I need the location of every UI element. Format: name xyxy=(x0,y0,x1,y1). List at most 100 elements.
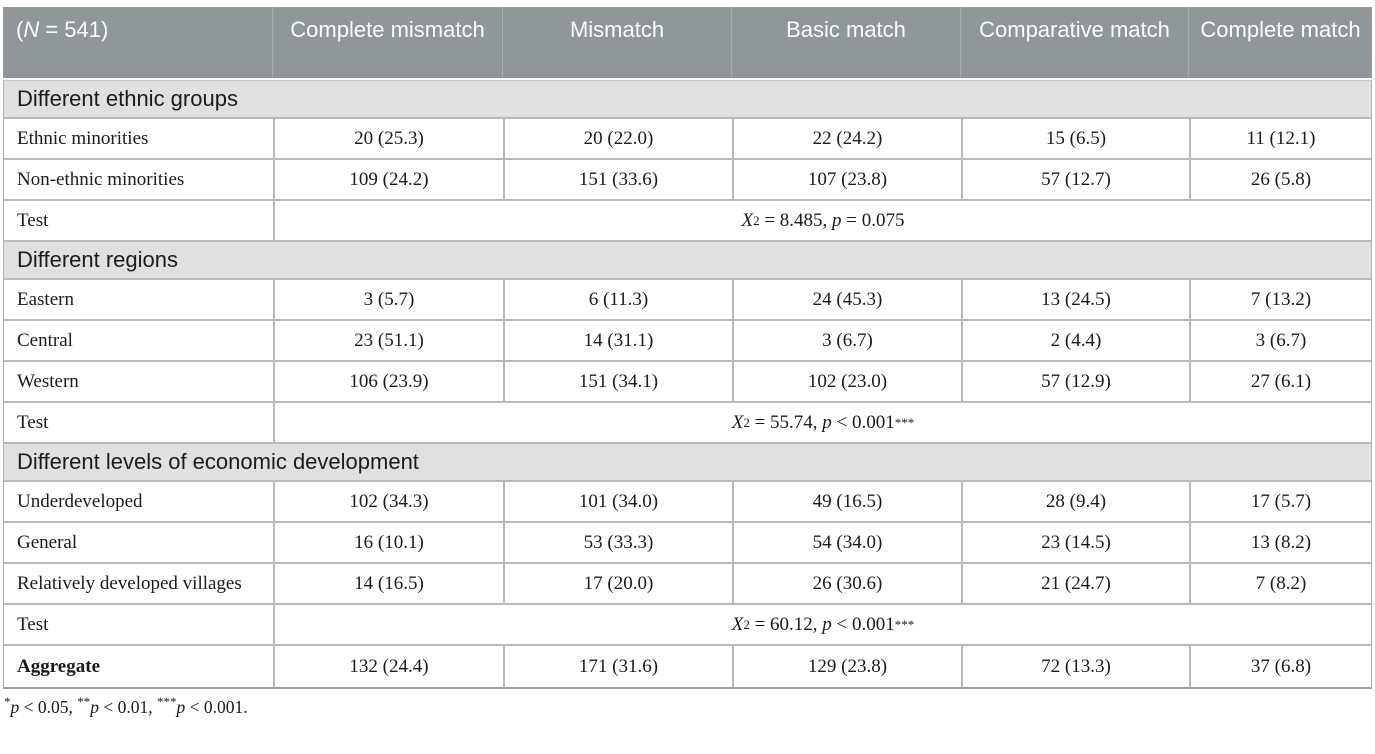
chi-symbol: X xyxy=(741,209,754,231)
cell-value: 171 (31.6) xyxy=(503,646,732,687)
p-value: < 0.001 xyxy=(831,411,895,433)
cell-value: 26 (30.6) xyxy=(732,564,961,605)
p-symbol: p xyxy=(822,411,832,433)
footnote-threshold: < 0.01, xyxy=(99,697,157,717)
cell-value: 20 (25.3) xyxy=(273,119,503,160)
row-label: Relatively developed villages xyxy=(4,564,273,605)
cell-value: 23 (51.1) xyxy=(273,321,503,362)
cell-value: 106 (23.9) xyxy=(273,362,503,403)
footnote-star: ** xyxy=(77,694,91,710)
row-label: Test xyxy=(4,605,273,646)
cell-value: 20 (22.0) xyxy=(503,119,732,160)
aggregate-row: Aggregate 132 (24.4) 171 (31.6) 129 (23.… xyxy=(4,646,1371,687)
cell-value: 13 (24.5) xyxy=(961,280,1189,321)
row-label: Test xyxy=(4,201,273,242)
row-label: Non-ethnic minorities xyxy=(4,160,273,201)
stat-value: = 8.485, xyxy=(759,209,833,231)
table-row: Eastern 3 (5.7) 6 (11.3) 24 (45.3) 13 (2… xyxy=(4,280,1371,321)
table-row: Relatively developed villages 14 (16.5) … xyxy=(4,564,1371,605)
cell-value: 26 (5.8) xyxy=(1189,160,1371,201)
cell-value: 37 (6.8) xyxy=(1189,646,1371,687)
header-cell-complete-mismatch: Complete mismatch xyxy=(272,7,502,78)
cell-value: 102 (23.0) xyxy=(732,362,961,403)
cell-value: 49 (16.5) xyxy=(732,482,961,523)
header-cell-complete-match: Complete match xyxy=(1188,7,1372,78)
row-label: Eastern xyxy=(4,280,273,321)
cell-value: 14 (16.5) xyxy=(273,564,503,605)
footnote-threshold: < 0.001. xyxy=(185,697,248,717)
cell-value: 16 (10.1) xyxy=(273,523,503,564)
section-header-regions: Different regions xyxy=(4,242,1371,280)
cell-value: 109 (24.2) xyxy=(273,160,503,201)
chi-symbol: X xyxy=(731,613,744,635)
footnote-star: *** xyxy=(157,694,177,710)
cell-value: 54 (34.0) xyxy=(732,523,961,564)
cell-value: 14 (31.1) xyxy=(503,321,732,362)
cell-value: 107 (23.8) xyxy=(732,160,961,201)
row-label: Central xyxy=(4,321,273,362)
cell-value: 7 (13.2) xyxy=(1189,280,1371,321)
cell-value: 2 (4.4) xyxy=(961,321,1189,362)
stat-value: = 60.12, xyxy=(749,613,823,635)
cell-value: 3 (5.7) xyxy=(273,280,503,321)
footnote-threshold: < 0.05, xyxy=(19,697,78,717)
cell-value: 3 (6.7) xyxy=(732,321,961,362)
stat-value: = 55.74, xyxy=(749,411,823,433)
cell-value: 23 (14.5) xyxy=(961,523,1189,564)
cell-value: 22 (24.2) xyxy=(732,119,961,160)
p-symbol: p xyxy=(176,697,186,717)
p-value: < 0.001 xyxy=(831,613,895,635)
header-cell-comparative-match: Comparative match xyxy=(960,7,1188,78)
table-row: Western 106 (23.9) 151 (34.1) 102 (23.0)… xyxy=(4,362,1371,403)
table-header-row: (N = 541) Complete mismatch Mismatch Bas… xyxy=(3,7,1372,78)
row-label: Underdeveloped xyxy=(4,482,273,523)
cell-value: 27 (6.1) xyxy=(1189,362,1371,403)
section-header-ethnic-groups: Different ethnic groups xyxy=(4,81,1371,119)
footnote-star: * xyxy=(4,694,11,710)
header-n-symbol: N xyxy=(23,17,40,42)
cell-value: 129 (23.8) xyxy=(732,646,961,687)
row-label: Western xyxy=(4,362,273,403)
cell-value: 102 (34.3) xyxy=(273,482,503,523)
chi-symbol: X xyxy=(731,411,744,433)
table-row: Underdeveloped 102 (34.3) 101 (34.0) 49 … xyxy=(4,482,1371,523)
cell-value: 72 (13.3) xyxy=(961,646,1189,687)
cell-value: 21 (24.7) xyxy=(961,564,1189,605)
p-symbol: p xyxy=(10,697,20,717)
cell-value: 3 (6.7) xyxy=(1189,321,1371,362)
table-row: General 16 (10.1) 53 (33.3) 54 (34.0) 23… xyxy=(4,523,1371,564)
header-cell-sample-size: (N = 541) xyxy=(3,7,272,78)
table-row: Ethnic minorities 20 (25.3) 20 (22.0) 22… xyxy=(4,119,1371,160)
p-symbol: p xyxy=(832,209,842,231)
cell-value: 11 (12.1) xyxy=(1189,119,1371,160)
cell-value: 24 (45.3) xyxy=(732,280,961,321)
cell-value: 57 (12.7) xyxy=(961,160,1189,201)
table-body: Different ethnic groups Ethnic minoritie… xyxy=(3,80,1372,689)
cell-value: 15 (6.5) xyxy=(961,119,1189,160)
row-label: General xyxy=(4,523,273,564)
table-row: Central 23 (51.1) 14 (31.1) 3 (6.7) 2 (4… xyxy=(4,321,1371,362)
cell-value: 17 (5.7) xyxy=(1189,482,1371,523)
significance-footnote: *p < 0.05, **p < 0.01, ***p < 0.001. xyxy=(3,689,1372,718)
p-value: = 0.075 xyxy=(841,209,905,231)
cell-value: 7 (8.2) xyxy=(1189,564,1371,605)
row-label: Test xyxy=(4,403,273,444)
header-n-rest: = 541) xyxy=(39,17,109,42)
section-header-economic-development: Different levels of economic development xyxy=(4,444,1371,482)
cell-value: 132 (24.4) xyxy=(273,646,503,687)
cell-value: 57 (12.9) xyxy=(961,362,1189,403)
cell-value: 53 (33.3) xyxy=(503,523,732,564)
cell-value: 151 (34.1) xyxy=(503,362,732,403)
cell-value: 13 (8.2) xyxy=(1189,523,1371,564)
table-row: Non-ethnic minorities 109 (24.2) 151 (33… xyxy=(4,160,1371,201)
row-label: Ethnic minorities xyxy=(4,119,273,160)
header-cell-basic-match: Basic match xyxy=(731,7,960,78)
row-label: Aggregate xyxy=(17,655,101,677)
header-n-open: ( xyxy=(16,17,24,42)
